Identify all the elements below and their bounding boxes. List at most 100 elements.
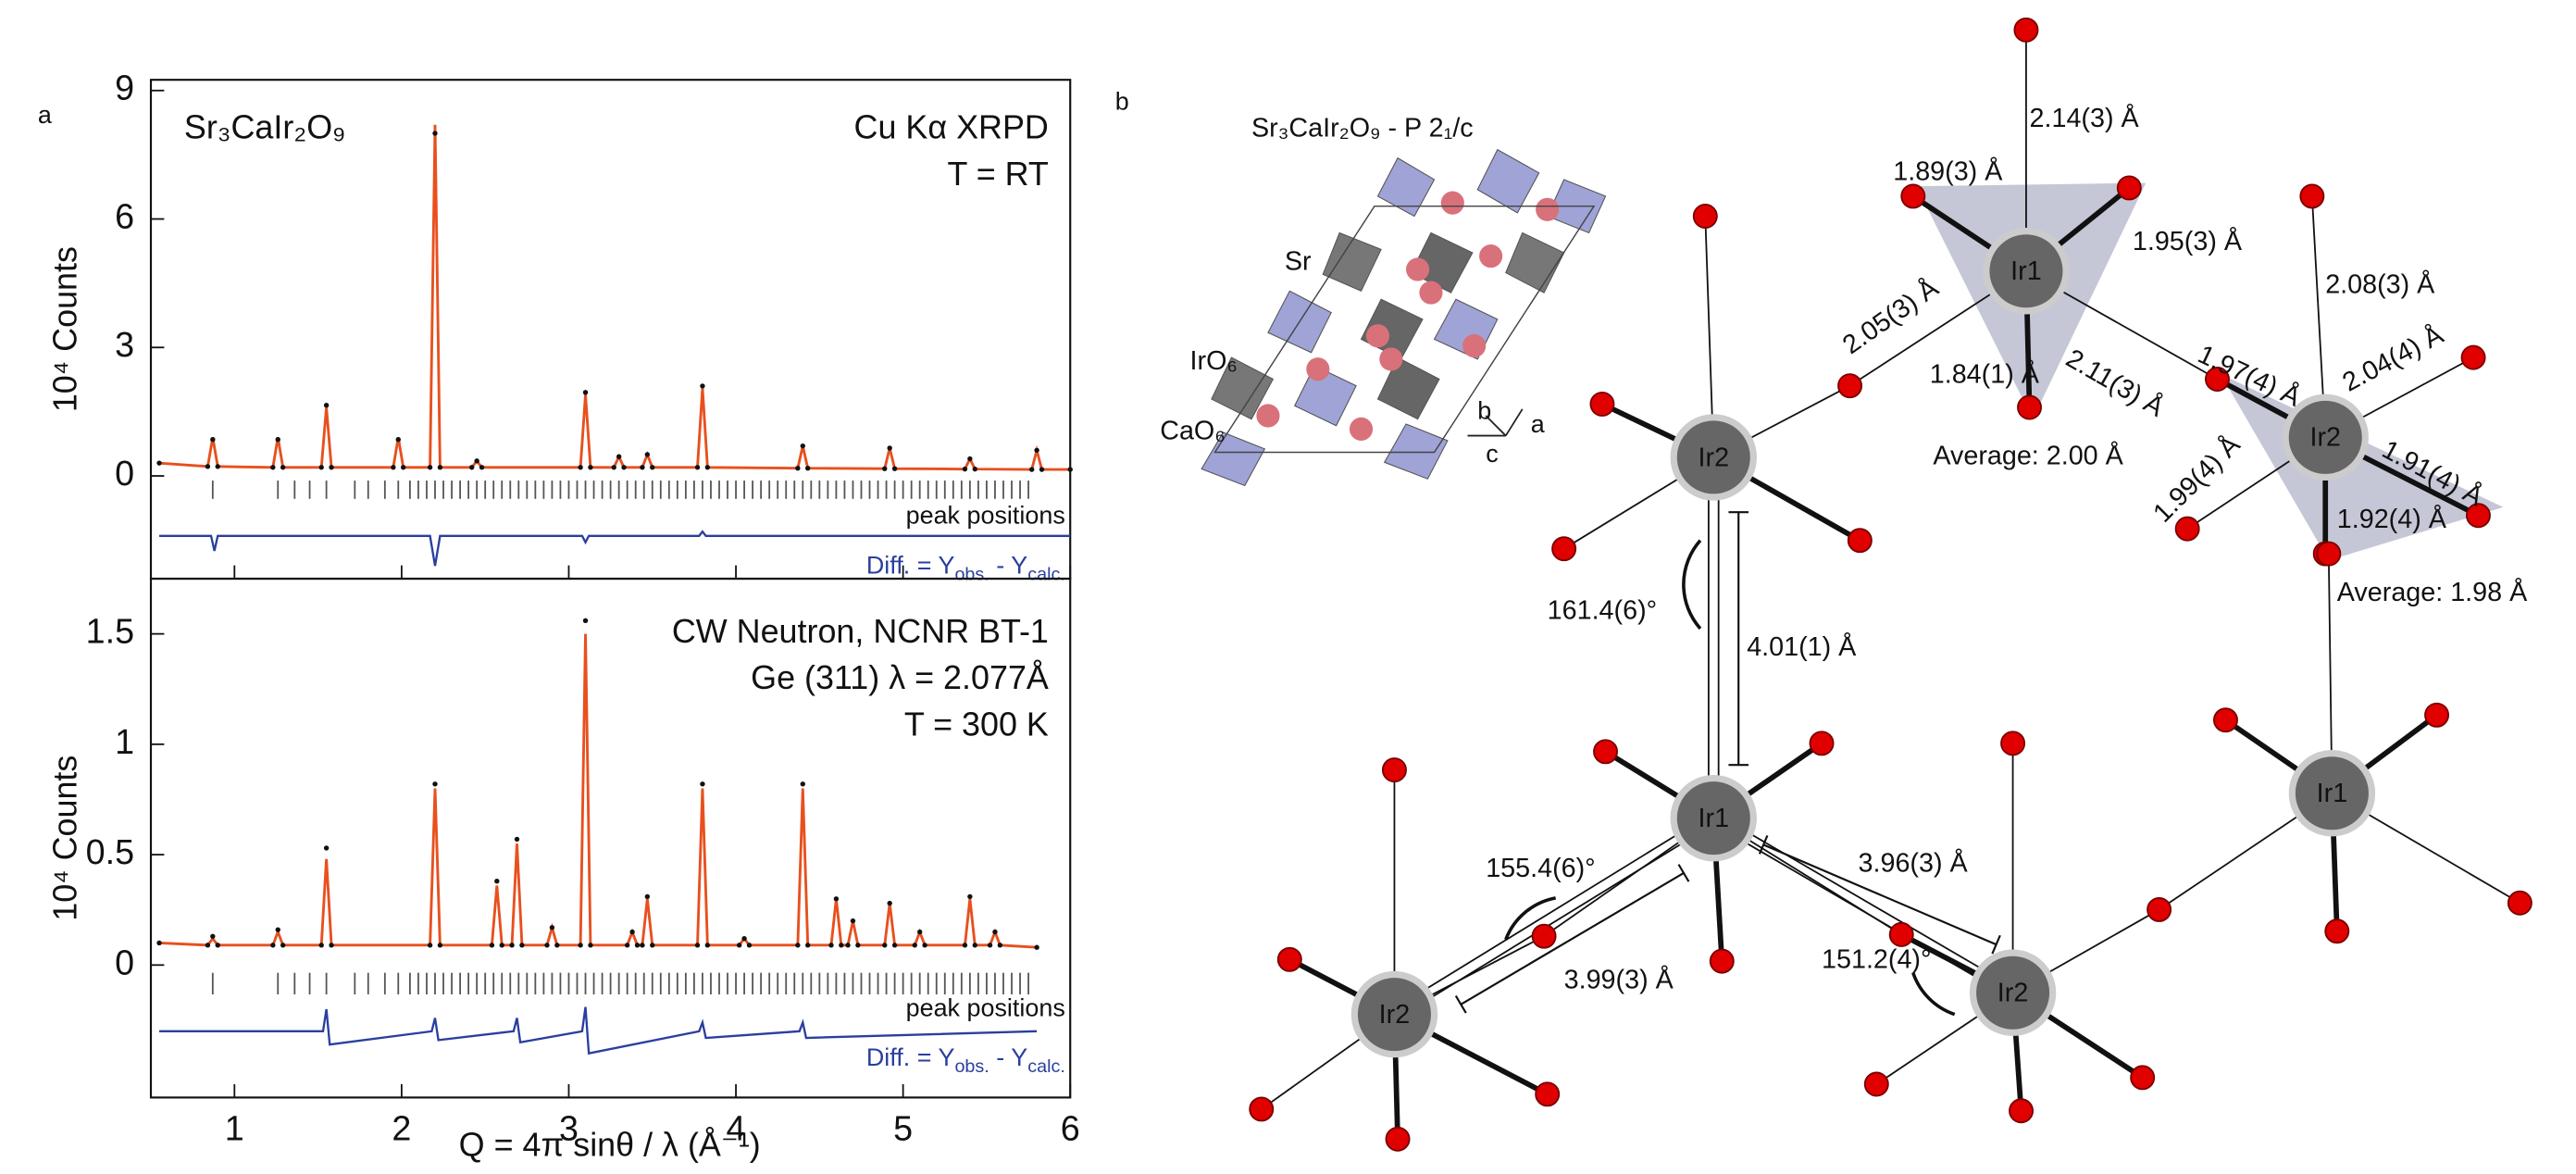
structure-label: CaO₆ (1160, 417, 1226, 446)
obs-point (850, 918, 856, 924)
oxygen-atom (2147, 896, 2172, 922)
node-label: Ir2 (2309, 423, 2341, 453)
panel-label: b (1115, 87, 1129, 115)
obs-point (629, 929, 635, 935)
obs-point (972, 943, 977, 948)
structure-title: Sr₃CaIr₂O₉ - P 2₁/c (1251, 114, 1474, 144)
node-label: Ir1 (2010, 256, 2042, 286)
oxygen-atom (1535, 1081, 1561, 1107)
obs-point (318, 465, 324, 470)
angle-arc (1682, 539, 1702, 631)
angle-arc (1911, 972, 1956, 1017)
axes-arrows (1467, 408, 1524, 437)
diagram-label: Average: 1.98 Å (2337, 577, 2528, 607)
obs-point (800, 443, 805, 449)
diff-label-part: calc. (1027, 1056, 1065, 1077)
x-axis-label: Q = 4π sinθ / λ (Å⁻¹) (459, 1126, 761, 1164)
obs-point (323, 403, 330, 408)
obs-point (795, 943, 801, 948)
oxygen-atom (2460, 344, 2486, 370)
y-tick-label: 6 (115, 196, 134, 235)
obs-point (588, 465, 593, 470)
obs-point (972, 466, 977, 472)
obs-point (156, 460, 162, 466)
oxygen-atom (2212, 707, 2238, 733)
distance-cap (1677, 864, 1690, 882)
distance-cap (1454, 994, 1467, 1014)
obs-point (588, 943, 593, 948)
obs-point (700, 781, 705, 787)
oxygen-atom (1809, 731, 1835, 756)
obs-point (479, 465, 485, 470)
y-axis-label: 10⁴ Counts (46, 246, 84, 412)
oxygen-atom (2316, 541, 2342, 567)
iridium-atom (2288, 750, 2376, 837)
obs-point (554, 943, 560, 948)
obs-point (624, 943, 630, 948)
y-tick-label: 1.5 (86, 612, 134, 651)
y-tick-label: 1 (115, 722, 134, 761)
oxygen-atom (2465, 503, 2491, 529)
peak-label: peak positions (906, 502, 1065, 530)
y-axis-label: 10⁴ Counts (46, 756, 84, 921)
oxygen-atom (1863, 1071, 1889, 1097)
obs-point (833, 896, 840, 902)
obs-point (1034, 447, 1039, 453)
obs-point (700, 383, 705, 389)
axis-label: a (1531, 410, 1545, 438)
diff-line (159, 530, 1071, 567)
obs-point (922, 943, 927, 948)
obs-point (828, 943, 834, 948)
obs-point (611, 465, 616, 470)
obs-point (917, 929, 923, 935)
obs-point (427, 465, 433, 470)
obs-point (795, 466, 801, 471)
ir-ir-link (1396, 821, 1717, 1019)
obs-point (474, 458, 479, 464)
oxygen-atom (2424, 702, 2450, 728)
obs-point (205, 464, 211, 469)
node-label: Ir1 (2317, 779, 2348, 808)
obs-point (800, 781, 805, 787)
obs-point (280, 465, 286, 470)
obs-point (644, 893, 651, 900)
obs-point (499, 943, 504, 948)
ir-ir-link (1391, 813, 1711, 1011)
obs-point (280, 943, 286, 948)
obs-point (519, 943, 525, 948)
diagram-label: 161.4(6)° (1548, 596, 1657, 626)
oxygen-atom (2299, 183, 2325, 209)
obs-point (544, 943, 550, 948)
obs-point (644, 452, 651, 457)
unit-cell (1213, 205, 1596, 454)
obs-point (805, 943, 811, 948)
obs-point (391, 465, 396, 470)
obs-point (469, 465, 475, 470)
diagram-label: 1.92(4) Å (2337, 504, 2447, 534)
oxygen-atom (2324, 918, 2350, 944)
obs-point (987, 943, 993, 948)
obs-point (427, 943, 433, 948)
obs-point (210, 933, 216, 940)
obs-point (270, 943, 276, 948)
diagram-label: 3.99(3) Å (1564, 964, 1674, 994)
oxygen-atom (1381, 757, 1407, 783)
diagram-label: 3.96(3) Å (1859, 848, 1969, 879)
diagram-label: 4.01(1) Å (1747, 631, 1857, 662)
obs-point (694, 943, 701, 948)
obs-point (891, 466, 898, 471)
diff-label-part: - Y (989, 1043, 1027, 1071)
diff-label-part: calc. (1027, 565, 1065, 585)
obs-point (997, 943, 1003, 948)
peak-label: peak positions (906, 993, 1065, 1021)
diagram-label: 1.89(3) Å (1893, 156, 2003, 186)
oxygen-atom (1709, 948, 1735, 974)
diff-label-part: obs. (954, 1056, 989, 1077)
oxygen-atom (1589, 391, 1615, 417)
obs-point (1028, 467, 1035, 472)
annotation: Cu Kα XRPD (854, 108, 1049, 146)
obs-point (509, 943, 515, 948)
iridium-atom (1983, 228, 2070, 315)
x-tick-label: 2 (392, 1108, 411, 1147)
diagram-label: 2.04(4) Å (2337, 319, 2449, 398)
